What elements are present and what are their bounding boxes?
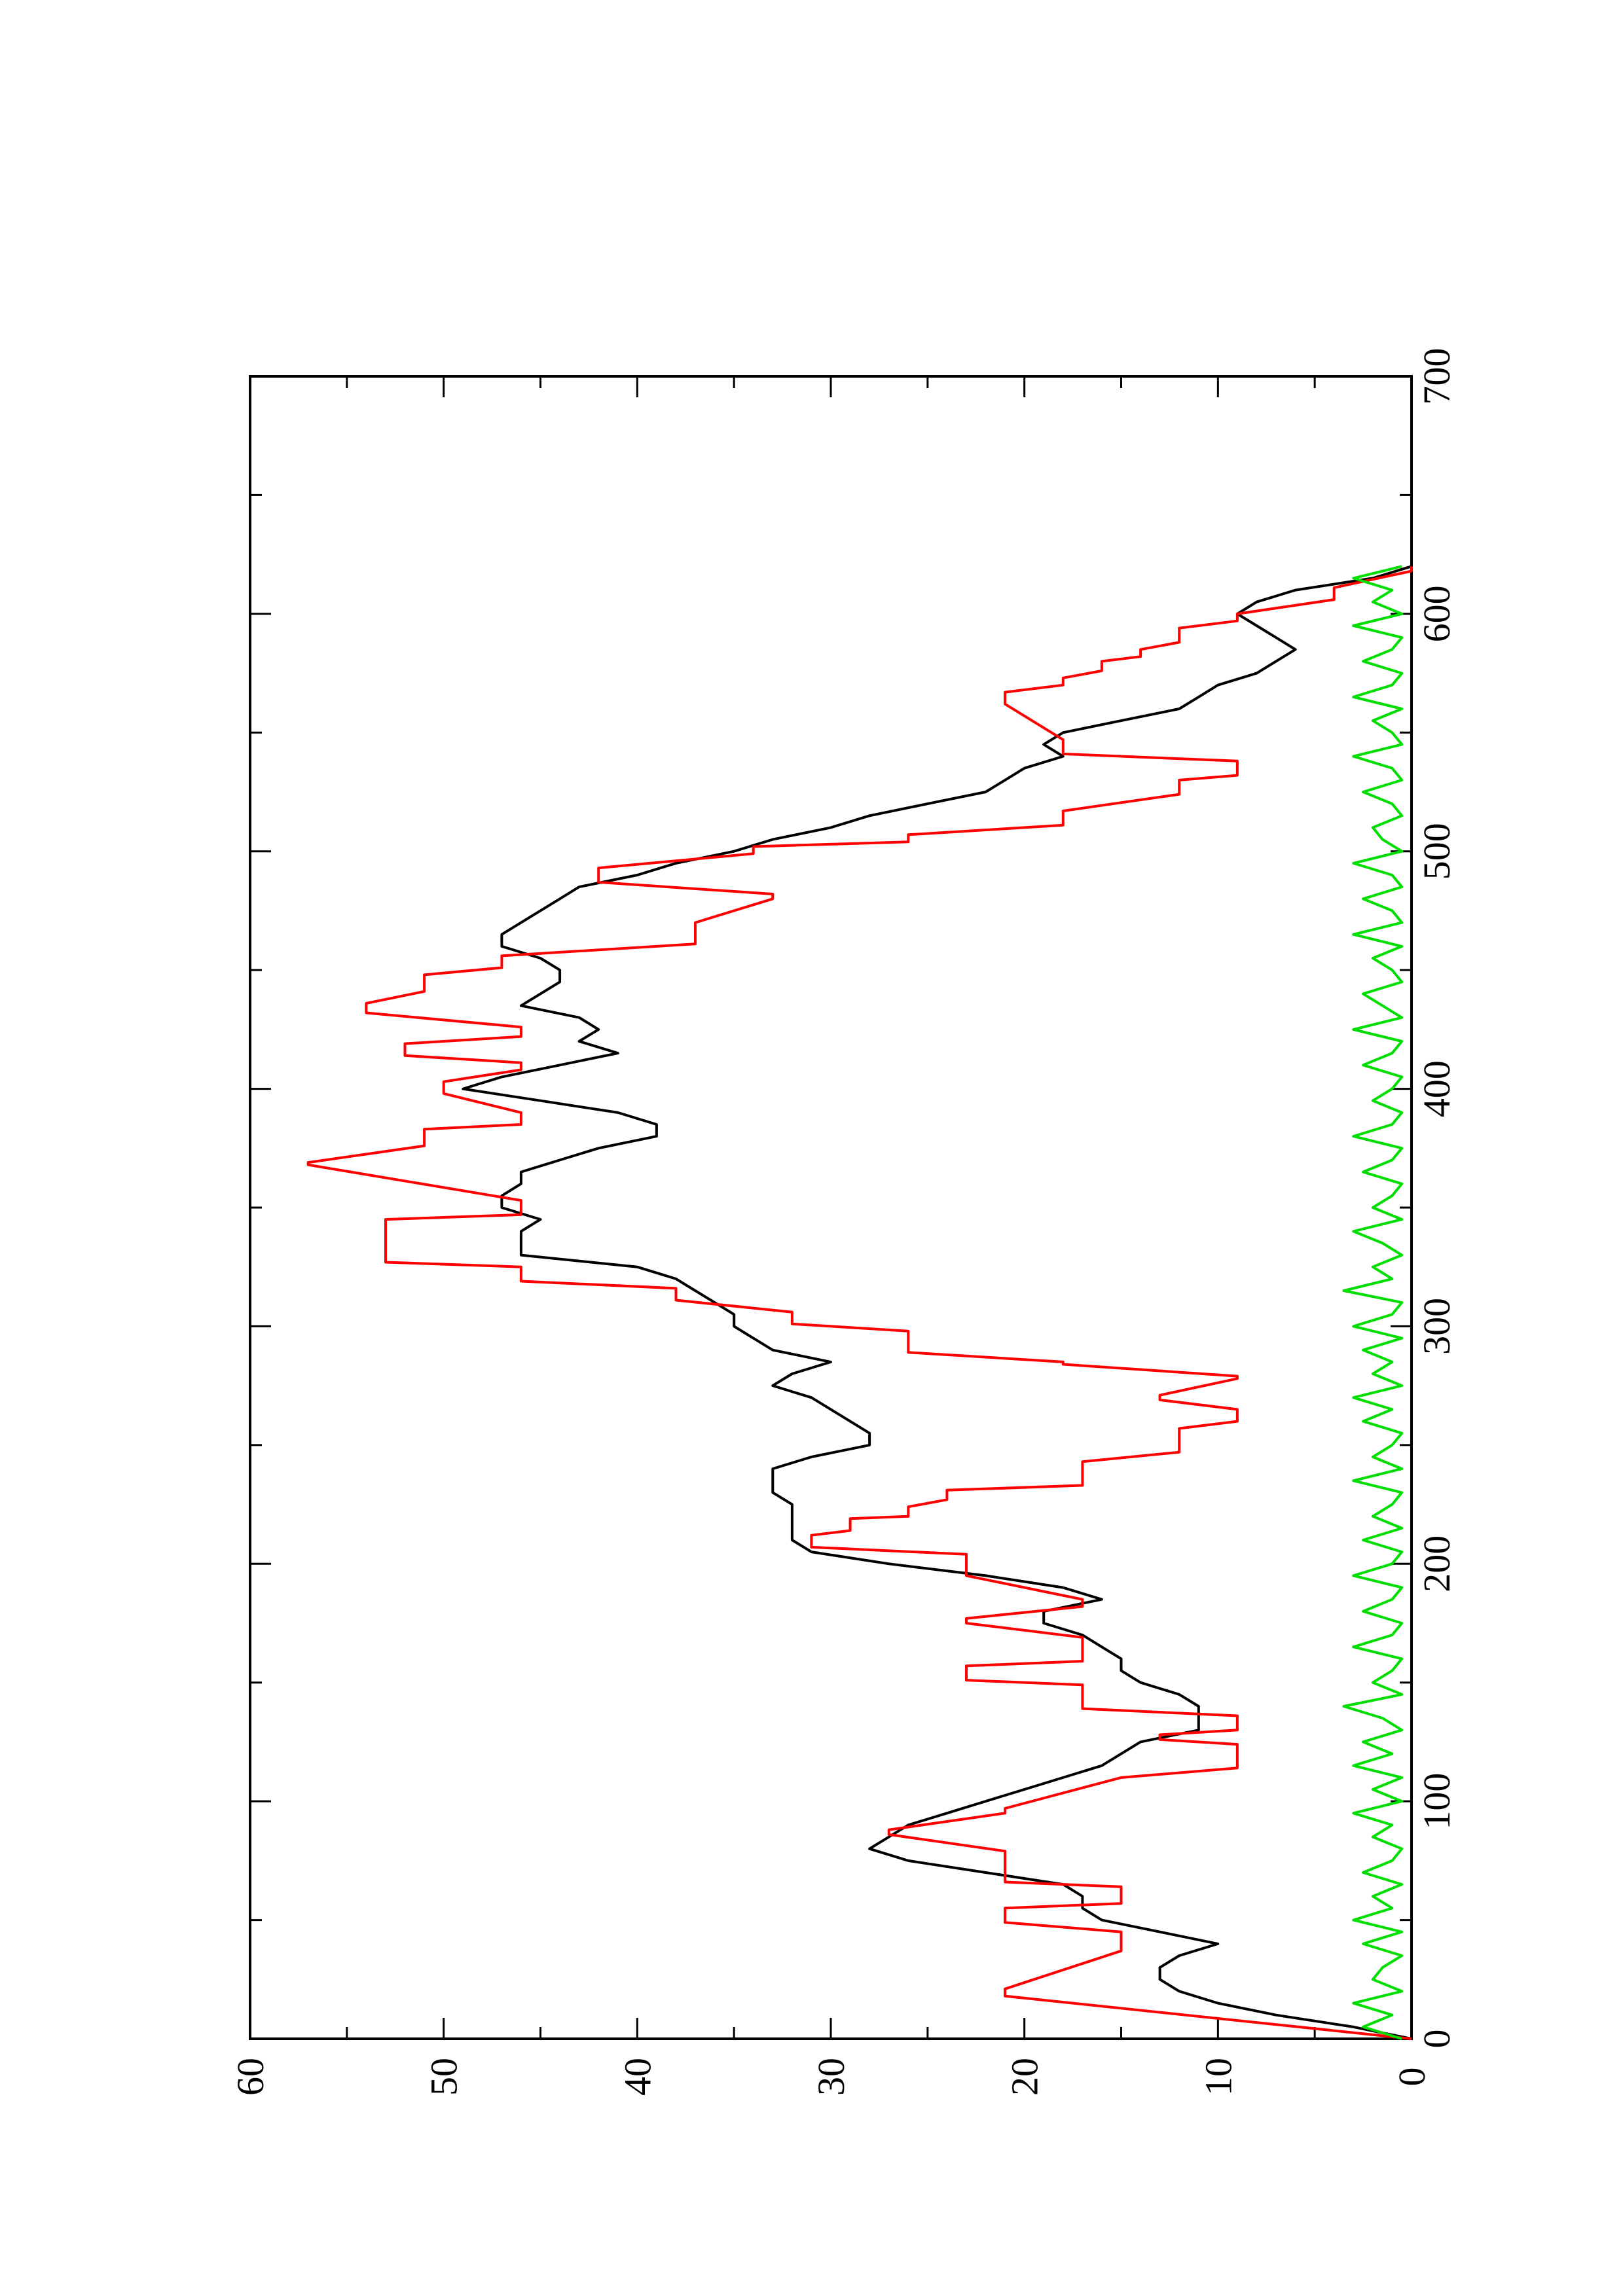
y-tick-label: 60 [229, 2058, 272, 2096]
series-red-line [306, 566, 1413, 2040]
series-green-line [1342, 565, 1404, 2040]
y-tick-label: 30 [810, 2058, 852, 2096]
ticks [249, 375, 1413, 2040]
x-tick-label: 100 [1415, 1773, 1458, 1830]
y-tick-label: 0 [1391, 2068, 1433, 2087]
series-layer [306, 565, 1413, 2040]
x-tick-label: 200 [1415, 1535, 1458, 1592]
series-black-line [462, 565, 1412, 2040]
y-tick-label: 50 [423, 2058, 465, 2096]
x-tick-label: 600 [1415, 585, 1458, 642]
x-tick-label: 0 [1415, 2030, 1458, 2049]
x-tick-label: 400 [1415, 1060, 1458, 1117]
y-tick-label: 20 [1004, 2058, 1046, 2096]
y-tick-label: 10 [1197, 2058, 1239, 2096]
plot-frame [249, 375, 1413, 2040]
x-tick-label: 300 [1415, 1298, 1458, 1355]
y-tick-label: 40 [616, 2058, 659, 2096]
x-tick-label: 500 [1415, 823, 1458, 880]
x-tick-label: 700 [1415, 348, 1458, 405]
tick-labels: 0 100 200 300 400 500 600 700 0 10 20 30 40 50 60 [229, 348, 1458, 2096]
